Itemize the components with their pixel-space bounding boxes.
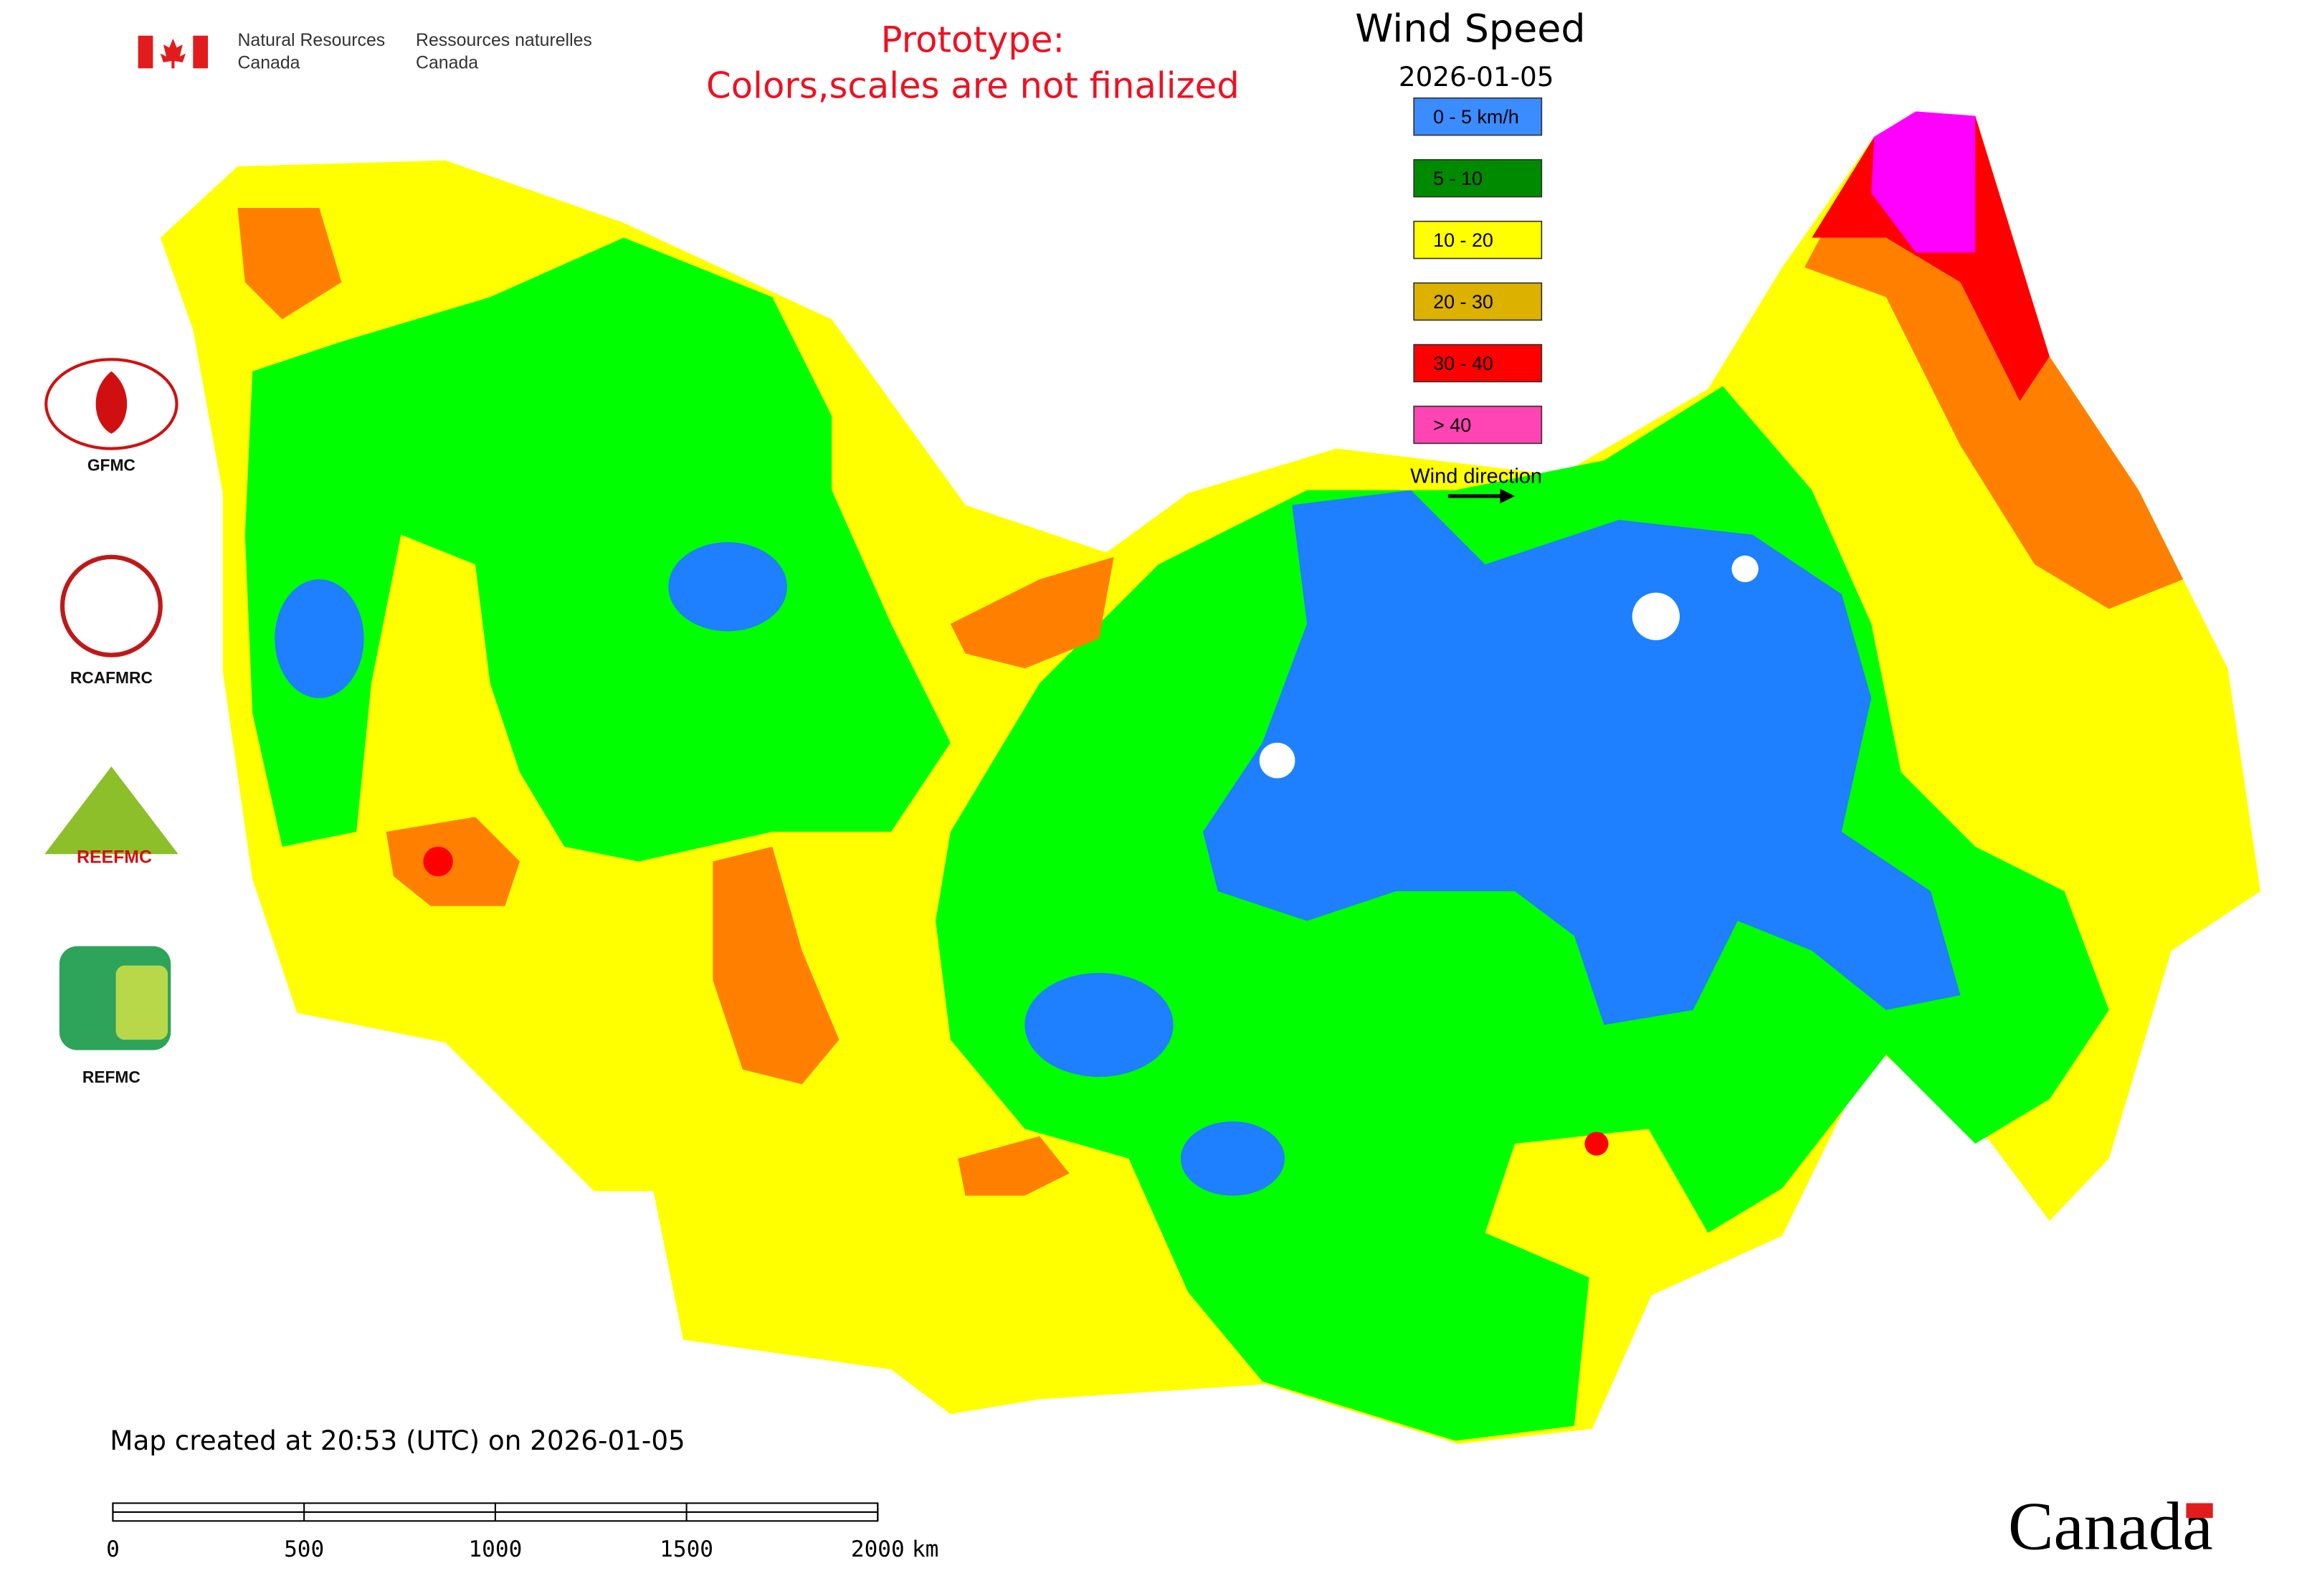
logos: GFMC RCAFMRC REEFMC REFMC bbox=[44, 358, 179, 1086]
logo-label: REEFMC bbox=[77, 848, 152, 868]
orange-blob bbox=[950, 556, 1114, 669]
gfmc-logo bbox=[44, 358, 179, 450]
scale-bar: 0 500 1000 1500 2000 km bbox=[106, 1502, 938, 1562]
legend-label: 0 - 5 km/h bbox=[1433, 106, 1519, 128]
rcafmrc-logo bbox=[60, 554, 163, 657]
red-spot bbox=[1584, 1131, 1609, 1156]
logo-label: RCAFMRC bbox=[70, 668, 153, 687]
legend-swatch bbox=[1413, 158, 1543, 198]
legend-swatch bbox=[1413, 282, 1543, 321]
orange-blob bbox=[713, 846, 840, 1085]
white-lake bbox=[1259, 742, 1295, 779]
legend-date: 2026-01-05 bbox=[1399, 61, 1554, 92]
scale-label: 500 bbox=[284, 1536, 324, 1562]
blue-patch bbox=[275, 579, 364, 698]
legend-label: > 40 bbox=[1433, 414, 1471, 436]
direction-label: Wind direction bbox=[1410, 465, 1542, 488]
legend-swatch bbox=[1413, 343, 1543, 383]
wordmark: Canada bbox=[2008, 1488, 2213, 1564]
map bbox=[160, 111, 2260, 1444]
blue-patch bbox=[1024, 972, 1174, 1077]
land-blue-central bbox=[1203, 490, 1961, 1025]
white-lake bbox=[1731, 555, 1759, 583]
legend: Wind Speed 2026-01-05 Wind direction 0 -… bbox=[1355, 6, 1586, 504]
scale-label: 0 bbox=[106, 1536, 120, 1562]
agency-fr: Ressources naturelles bbox=[416, 31, 592, 50]
blue-patch bbox=[1180, 1121, 1285, 1196]
scale-unit: km bbox=[912, 1536, 938, 1562]
direction-arrowhead bbox=[1500, 488, 1516, 504]
flag-bar bbox=[193, 35, 209, 69]
legend-label: 30 - 40 bbox=[1433, 353, 1493, 374]
maple-leaf bbox=[160, 38, 186, 69]
orange-blob bbox=[958, 1136, 1070, 1196]
blue-patch bbox=[668, 542, 787, 632]
scale-label: 2000 bbox=[851, 1536, 905, 1562]
magenta-ne bbox=[1871, 111, 1976, 253]
gc-signature: Natural Resources Canada Ressources natu… bbox=[138, 31, 592, 72]
legend-label: 5 - 10 bbox=[1433, 168, 1483, 189]
red-ne bbox=[1812, 115, 2050, 402]
legend-swatch bbox=[1413, 405, 1543, 445]
white-lake bbox=[1632, 592, 1680, 640]
orange-blob bbox=[237, 208, 342, 320]
wordmark-flag bbox=[2186, 1503, 2213, 1519]
agency-fr: Canada bbox=[416, 53, 478, 72]
red-spot bbox=[423, 846, 453, 877]
land-green-west bbox=[244, 237, 951, 862]
flag-bar bbox=[138, 35, 153, 69]
gfmc-flame bbox=[95, 371, 128, 434]
notice: Prototype: bbox=[881, 19, 1065, 61]
agency-en: Canada bbox=[237, 53, 300, 72]
legend-label: 10 - 20 bbox=[1433, 229, 1493, 251]
created-note: Map created at 20:53 (UTC) on 2026-01-05 bbox=[110, 1425, 685, 1456]
logo-label: REFMC bbox=[82, 1068, 141, 1086]
notice: Colors,scales are not finalized bbox=[706, 65, 1240, 107]
scale-label: 1000 bbox=[468, 1536, 522, 1562]
agency-en: Natural Resources bbox=[237, 31, 385, 50]
logo-label: GFMC bbox=[87, 456, 135, 475]
scale-label: 1500 bbox=[660, 1536, 713, 1562]
legend-title: Wind Speed bbox=[1355, 6, 1585, 51]
legend-swatch bbox=[1413, 97, 1543, 136]
legend-swatch bbox=[1413, 220, 1543, 260]
refmc-logo-inner bbox=[115, 965, 168, 1040]
reefmc-logo bbox=[44, 766, 179, 855]
legend-label: 20 - 30 bbox=[1433, 291, 1493, 313]
